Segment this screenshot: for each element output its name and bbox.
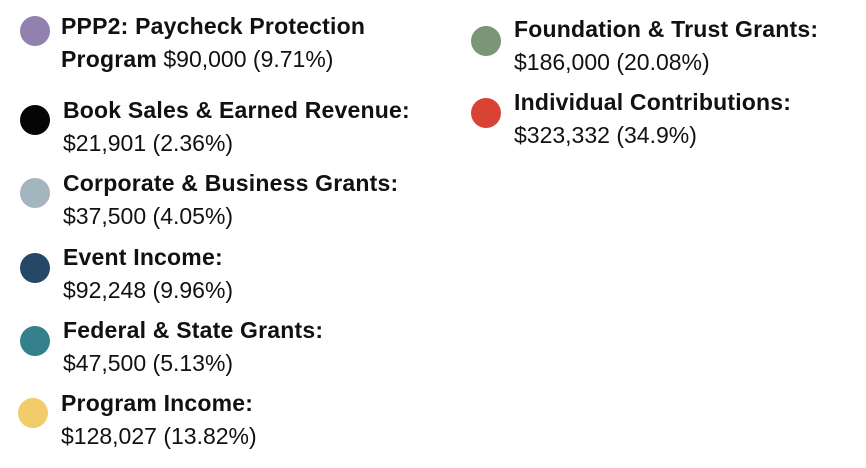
legend-value-foundation-grants: $186,000 bbox=[514, 49, 610, 75]
legend-label-book-sales: Book Sales & Earned Revenue: bbox=[63, 97, 410, 123]
legend-percent-individual-contributions: (34.9%) bbox=[616, 122, 697, 148]
legend-percent-book-sales: (2.36%) bbox=[152, 130, 234, 156]
legend-percent-foundation-grants: (20.08%) bbox=[616, 49, 710, 75]
legend-swatch-ppp2 bbox=[20, 16, 50, 46]
legend-swatch-individual-contributions bbox=[471, 98, 501, 128]
legend-percent-event-income: (9.96%) bbox=[152, 277, 234, 303]
legend-label-foundation-grants: Foundation & Trust Grants: bbox=[514, 16, 819, 42]
legend-text-book-sales: Book Sales & Earned Revenue: $21,901 (2.… bbox=[63, 94, 410, 160]
legend-label-corporate-grants: Corporate & Business Grants: bbox=[63, 170, 399, 196]
legend-swatch-foundation-grants bbox=[471, 26, 501, 56]
legend-percent-ppp2: (9.71%) bbox=[252, 46, 334, 72]
legend-swatch-event-income bbox=[20, 253, 50, 283]
legend-value-federal-grants: $47,500 bbox=[63, 350, 147, 376]
legend-label-individual-contributions: Individual Contributions: bbox=[514, 89, 792, 115]
legend-text-federal-grants: Federal & State Grants: $47,500 (5.13%) bbox=[63, 314, 323, 380]
legend-percent-federal-grants: (5.13%) bbox=[152, 350, 234, 376]
legend-value-event-income: $92,248 bbox=[63, 277, 147, 303]
legend-value-program-income: $128,027 bbox=[61, 423, 157, 449]
legend-text-corporate-grants: Corporate & Business Grants: $37,500 (4.… bbox=[63, 167, 398, 233]
legend-value-individual-contributions: $323,332 bbox=[514, 122, 610, 148]
legend-percent-program-income: (13.82%) bbox=[163, 423, 257, 449]
legend-label-federal-grants: Federal & State Grants: bbox=[63, 317, 324, 343]
legend-swatch-book-sales bbox=[20, 105, 50, 135]
legend-swatch-program-income bbox=[18, 398, 48, 428]
legend-percent-corporate-grants: (4.05%) bbox=[152, 203, 234, 229]
legend-text-individual-contributions: Individual Contributions: $323,332 (34.9… bbox=[514, 86, 791, 152]
legend-value-corporate-grants: $37,500 bbox=[63, 203, 147, 229]
legend-text-program-income: Program Income: $128,027 (13.82%) bbox=[61, 387, 257, 453]
legend-label-program-income: Program Income: bbox=[61, 390, 254, 416]
legend-value-book-sales: $21,901 bbox=[63, 130, 147, 156]
legend-swatch-corporate-grants bbox=[20, 178, 50, 208]
legend-text-ppp2: PPP2: Paycheck Protection Program $90,00… bbox=[61, 10, 421, 76]
legend-value-ppp2: $90,000 bbox=[163, 46, 247, 72]
legend-swatch-federal-grants bbox=[20, 326, 50, 356]
legend-text-foundation-grants: Foundation & Trust Grants: $186,000 (20.… bbox=[514, 13, 818, 79]
legend-label-event-income: Event Income: bbox=[63, 244, 223, 270]
legend-label-ppp2: PPP2: Paycheck Protection Program bbox=[61, 13, 366, 72]
legend-text-event-income: Event Income: $92,248 (9.96%) bbox=[63, 241, 233, 307]
